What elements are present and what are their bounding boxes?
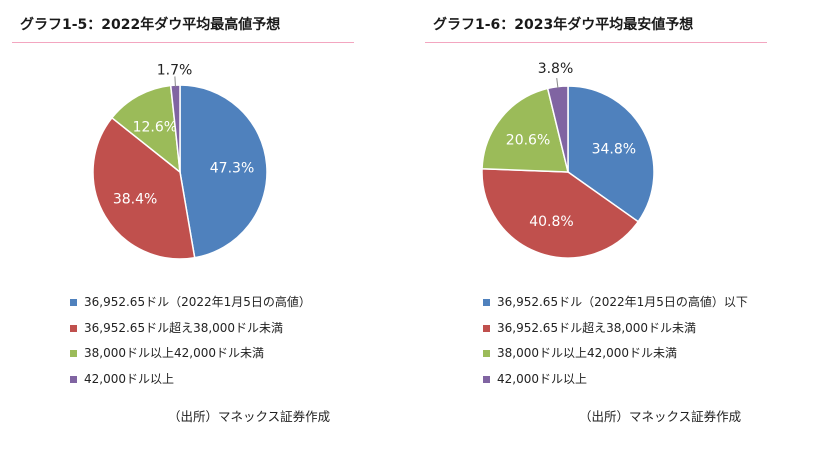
legend-swatch bbox=[483, 350, 490, 357]
chart-panel-2023: グラフ1-6：2023年ダウ平均最安値予想 34.8% 40.8% 20.6% 3.8… bbox=[413, 0, 793, 451]
legend-label: 38,000ドル以上42,000ドル未満 bbox=[497, 346, 677, 360]
legend-item: 42,000ドル以上 bbox=[483, 371, 748, 397]
legend-item: 36,952.65ドル超え38,000ドル未満 bbox=[483, 320, 748, 346]
legend-swatch bbox=[70, 350, 77, 357]
legend-swatch bbox=[483, 299, 490, 306]
title-divider bbox=[425, 42, 767, 43]
leader-line bbox=[556, 78, 559, 89]
leader-line bbox=[174, 76, 176, 87]
legend-item: 36,952.65ドル（2022年1月5日の高値） bbox=[70, 294, 311, 320]
legend-swatch bbox=[70, 375, 77, 383]
pie-chart: 34.8% 40.8% 20.6% 3.8% bbox=[481, 61, 655, 259]
source-note: （出所）マネックス証券作成 bbox=[579, 409, 742, 424]
legend-swatch bbox=[70, 299, 77, 306]
pie-chart: 47.3% 38.4% 12.6% 1.7% bbox=[92, 62, 268, 260]
legend-item: 38,000ドル以上42,000ドル未満 bbox=[70, 345, 311, 371]
pie-slice bbox=[179, 84, 268, 259]
legend-label: 36,952.65ドル超え38,000ドル未満 bbox=[497, 320, 697, 335]
data-label: 20.6% bbox=[506, 132, 550, 148]
legend-swatch bbox=[70, 324, 77, 332]
legend-label: 42,000ドル以上 bbox=[84, 371, 174, 386]
legend-label: 36,952.65ドル（2022年1月5日の高値） bbox=[84, 295, 311, 309]
data-label: 1.7% bbox=[157, 62, 193, 78]
chart-title: グラフ1-6：2023年ダウ平均最安値予想 bbox=[433, 17, 694, 33]
data-label: 3.8% bbox=[538, 61, 574, 77]
chart-panel-2022: グラフ1-5：2022年ダウ平均最高値予想 47.3% 38.4% 12.6% 1.7… bbox=[0, 0, 380, 451]
data-label: 40.8% bbox=[529, 214, 573, 230]
legend-label: 38,000ドル以上42,000ドル未満 bbox=[84, 346, 264, 360]
pie-slice bbox=[481, 87, 569, 173]
pie-slice bbox=[481, 167, 640, 259]
pie-slice bbox=[92, 116, 196, 260]
legend-label: 36,952.65ドル超え38,000ドル未満 bbox=[84, 320, 284, 335]
legend-label: 36,952.65ドル（2022年1月5日の高値）以下 bbox=[497, 295, 748, 309]
legend-swatch bbox=[483, 375, 490, 383]
legend-item: 42,000ドル以上 bbox=[70, 371, 311, 397]
legend-item: 36,952.65ドル（2022年1月5日の高値）以下 bbox=[483, 294, 748, 320]
source-note: （出所）マネックス証券作成 bbox=[168, 409, 331, 424]
chart-title: グラフ1-5：2022年ダウ平均最高値予想 bbox=[20, 17, 281, 33]
legend-swatch bbox=[483, 324, 490, 332]
legend-label: 42,000ドル以上 bbox=[497, 371, 587, 386]
pie-slice bbox=[110, 84, 181, 174]
legend: 36,952.65ドル（2022年1月5日の高値） 36,952.65ドル超え3… bbox=[70, 294, 311, 396]
data-label: 34.8% bbox=[592, 141, 636, 157]
data-label: 12.6% bbox=[133, 119, 177, 135]
data-label: 38.4% bbox=[113, 192, 157, 208]
legend: 36,952.65ドル（2022年1月5日の高値）以下 36,952.65ドル超… bbox=[483, 294, 748, 396]
pie-slice bbox=[567, 85, 655, 223]
data-label: 47.3% bbox=[210, 161, 254, 177]
title-divider bbox=[12, 42, 354, 43]
legend-item: 36,952.65ドル超え38,000ドル未満 bbox=[70, 320, 311, 346]
legend-item: 38,000ドル以上42,000ドル未満 bbox=[483, 345, 748, 371]
